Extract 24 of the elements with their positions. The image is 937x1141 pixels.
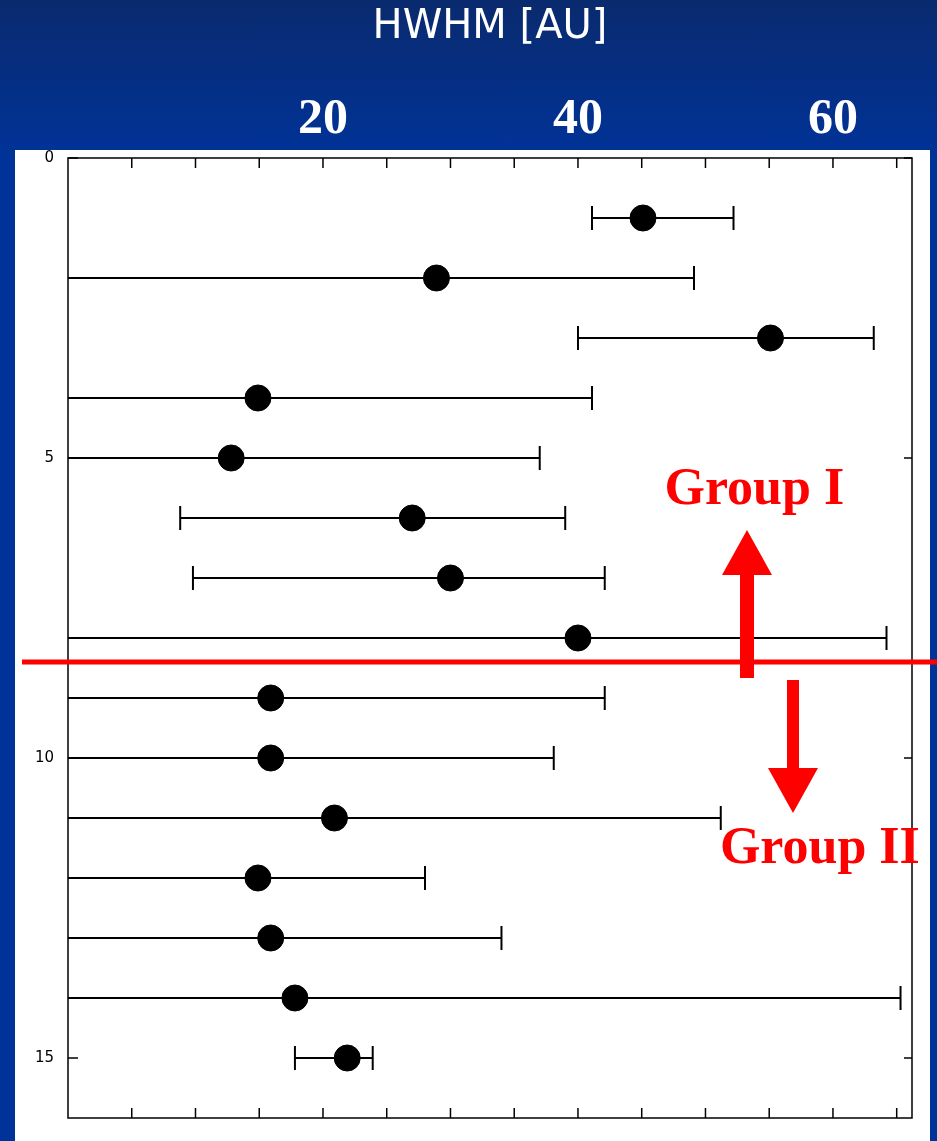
point	[257, 684, 285, 712]
point	[244, 864, 272, 892]
point	[422, 264, 450, 292]
point	[257, 744, 285, 772]
point	[436, 564, 464, 592]
x-tick-label: 40	[552, 87, 603, 144]
point	[257, 924, 285, 952]
point	[756, 324, 784, 352]
y-tick-label: 15	[34, 1047, 54, 1066]
point	[564, 624, 592, 652]
x-axis-title: HWHM [AU]	[372, 1, 608, 48]
point	[629, 204, 657, 232]
point	[281, 984, 309, 1012]
point	[333, 1044, 361, 1072]
y-tick-label: 0	[44, 147, 54, 166]
point	[244, 384, 272, 412]
x-tick-label: 60	[807, 87, 858, 144]
y-tick-label: 10	[34, 747, 54, 766]
y-tick-label: 5	[44, 447, 54, 466]
point	[398, 504, 426, 532]
x-tick-label: 20	[297, 87, 348, 144]
annotation: Group I	[664, 458, 845, 516]
point	[217, 444, 245, 472]
point	[320, 804, 348, 832]
